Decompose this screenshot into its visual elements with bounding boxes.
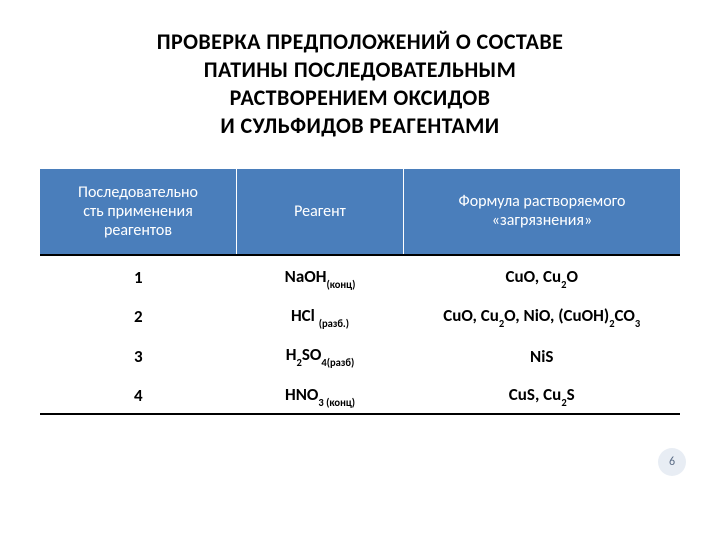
table-row: 3H2SO4(разб)NiS [40,334,680,373]
table-row: 1NaOH(конц)CuO, Cu2O [40,255,680,295]
col-header-formula: Формула растворяемого«загрязнения» [404,169,681,255]
cell-sequence: 1 [40,255,237,295]
page-number-badge: 6 [658,448,686,476]
cell-formula: CuO, Cu2O [404,255,681,295]
cell-reagent: HCl (разб.) [237,295,404,334]
cell-reagent: HNO3 (конц) [237,374,404,414]
cell-formula: NiS [404,334,681,373]
table-row: 4HNO3 (конц)CuS, Cu2S [40,374,680,414]
slide-title: ПРОВЕРКА ПРЕДПОЛОЖЕНИЙ О СОСТАВЕПАТИНЫ П… [40,28,680,141]
slide: ПРОВЕРКА ПРЕДПОЛОЖЕНИЙ О СОСТАВЕПАТИНЫ П… [0,0,720,540]
col-header-reagent: Реагент [237,169,404,255]
col-header-sequence: Последовательность примененияреагентов [40,169,237,255]
cell-reagent: NaOH(конц) [237,255,404,295]
reagent-table: Последовательность примененияреагентов Р… [40,169,680,416]
page-number: 6 [669,455,675,469]
table-row: 2HCl (разб.)CuO, Cu2O, NiO, (СuOH)2CO3 [40,295,680,334]
cell-sequence: 2 [40,295,237,334]
cell-formula: CuO, Cu2O, NiO, (СuOH)2CO3 [404,295,681,334]
cell-reagent: H2SO4(разб) [237,334,404,373]
cell-sequence: 3 [40,334,237,373]
table-header-row: Последовательность примененияреагентов Р… [40,169,680,255]
cell-formula: CuS, Cu2S [404,374,681,414]
cell-sequence: 4 [40,374,237,414]
